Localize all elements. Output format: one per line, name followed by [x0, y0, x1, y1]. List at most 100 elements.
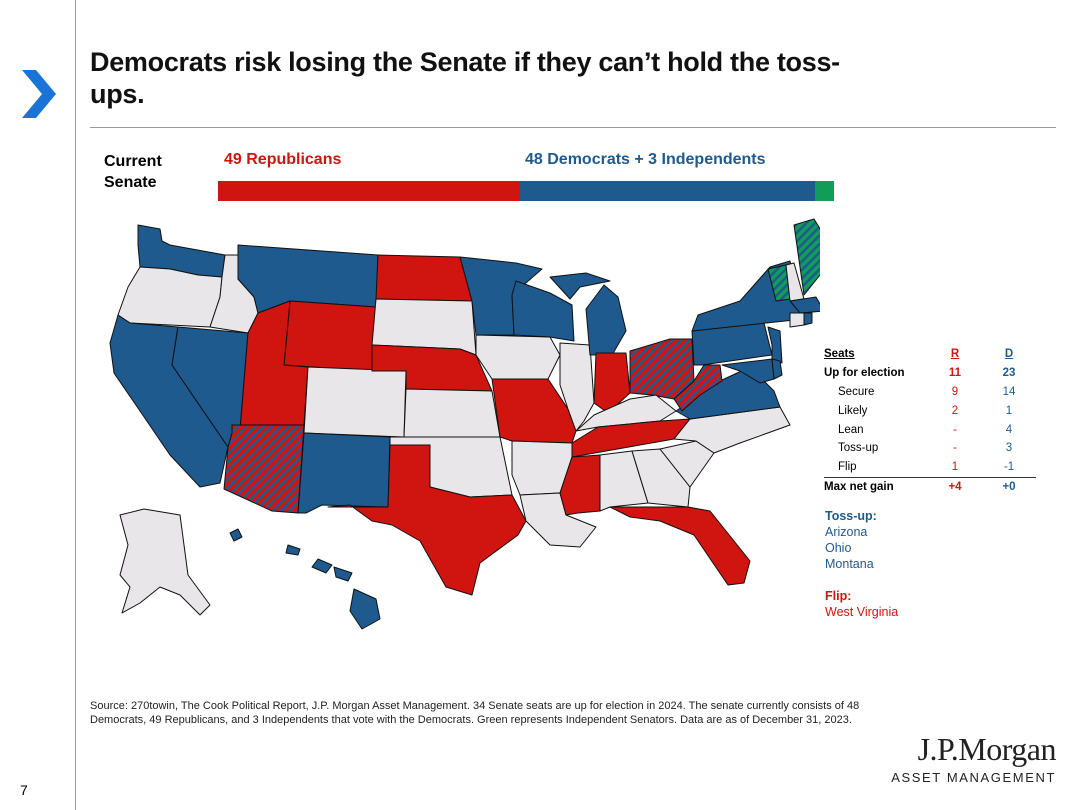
state-delaware: [771, 358, 783, 380]
state-alaska: [119, 508, 211, 616]
seat-democrat: [765, 181, 773, 201]
seat-republican: [470, 181, 477, 201]
page-number: 7: [20, 782, 28, 798]
left-rule: [75, 0, 76, 810]
seat-democrat: [593, 181, 600, 201]
table-row-total: Max net gain +4 +0: [824, 476, 1036, 497]
seat-republican: [396, 181, 403, 201]
seat-republican: [458, 181, 465, 201]
seat-democrat: [525, 181, 532, 201]
tossup-state: Montana: [825, 557, 874, 571]
seat-republican: [254, 181, 262, 201]
seat-republican: [408, 181, 415, 201]
seat-republican: [224, 181, 231, 201]
seat-republican: [513, 181, 520, 201]
row-d-value: 4: [1005, 423, 1013, 436]
seat-democrat: [722, 181, 729, 201]
row-label: Max net gain: [824, 476, 928, 497]
seat-democrat: [581, 181, 588, 201]
table-row: Lean - 4: [824, 420, 1036, 439]
seat-republican: [365, 181, 372, 201]
us-senate-map: [109, 218, 820, 630]
seat-republican: [433, 181, 440, 201]
state-new-mexico: [297, 432, 391, 514]
seat-republican: [451, 181, 459, 201]
seat-republican: [371, 181, 379, 201]
state-wyoming: [283, 300, 377, 372]
row-d-value: 1: [1005, 404, 1013, 417]
state-michigan-up: [549, 272, 611, 300]
seat-republican: [402, 181, 409, 201]
row-r-value: -: [953, 442, 957, 455]
seat-democrat: [796, 181, 803, 201]
row-d-value: +0: [982, 476, 1036, 497]
seat-democrat: [753, 181, 760, 201]
row-label: Lean: [838, 423, 864, 436]
state-maryland: [721, 358, 775, 384]
seat-democrat: [612, 181, 619, 201]
seat-democrat: [636, 181, 643, 201]
seat-democrat: [531, 181, 539, 201]
seat-republican: [464, 181, 471, 201]
state-michigan: [585, 284, 627, 356]
row-d-value: -1: [1003, 461, 1015, 474]
state-kansas: [403, 388, 501, 438]
row-d-value: 23: [1002, 367, 1016, 380]
seat-independent: [827, 181, 834, 201]
seat-republican: [482, 181, 489, 201]
state-connecticut: [789, 312, 805, 328]
table-row: Flip 1 -1: [824, 458, 1036, 477]
seat-democrat: [544, 181, 551, 201]
seat-republican: [267, 181, 274, 201]
seat-republican: [390, 181, 397, 201]
state-arizona: [223, 424, 305, 514]
seat-democrat: [692, 181, 699, 201]
seat-democrat: [698, 181, 705, 201]
seats-header-r: R: [950, 348, 960, 361]
seat-democrat: [802, 181, 809, 201]
seats-header-label: Seats: [824, 348, 855, 361]
seat-democrat: [809, 181, 816, 201]
seat-democrat: [685, 181, 693, 201]
state-iowa: [475, 334, 561, 380]
seat-democrat: [741, 181, 748, 201]
row-d-value: 14: [1002, 385, 1016, 398]
table-row: Toss-up - 3: [824, 439, 1036, 458]
seat-republican: [415, 181, 422, 201]
row-r-value: -: [953, 423, 957, 436]
seat-republican: [488, 181, 496, 201]
state-hawaii-2: [285, 544, 301, 556]
seat-republican: [353, 181, 360, 201]
seat-republican: [322, 181, 329, 201]
seat-democrat: [605, 181, 612, 201]
row-label: Likely: [838, 404, 868, 417]
seat-republican: [507, 181, 514, 201]
row-r-value: 9: [951, 385, 959, 398]
democrats-label: 48 Democrats + 3 Independents: [525, 151, 766, 168]
seat-republican: [445, 181, 452, 201]
table-row: Likely 2 1: [824, 401, 1036, 420]
seat-democrat: [550, 181, 557, 201]
row-r-value: 2: [951, 404, 959, 417]
seat-democrat: [556, 181, 563, 201]
table-row: Secure 9 14: [824, 383, 1036, 402]
seat-democrat: [747, 181, 754, 201]
state-hawaii-4: [333, 566, 353, 582]
logo-subtitle: ASSET MANAGEMENT: [891, 770, 1056, 785]
state-alabama: [599, 450, 649, 512]
current-senate-label: Current Senate: [104, 153, 162, 191]
state-rhode-island: [803, 312, 813, 326]
seat-democrat: [704, 181, 711, 201]
jpmorgan-logo: J.P.Morgan ASSET MANAGEMENT: [891, 732, 1056, 785]
seat-republican: [421, 181, 428, 201]
seat-democrat: [710, 181, 717, 201]
source-note: Source: 270towin, The Cook Political Rep…: [90, 700, 860, 726]
seat-republican: [218, 181, 225, 201]
seat-democrat: [735, 181, 742, 201]
row-label: Secure: [838, 385, 875, 398]
seat-republican: [230, 181, 237, 201]
seat-republican: [341, 181, 348, 201]
row-r-value: +4: [928, 476, 982, 497]
tossup-heading: Toss-up:: [825, 509, 877, 523]
republicans-label: 49 Republicans: [224, 151, 342, 168]
